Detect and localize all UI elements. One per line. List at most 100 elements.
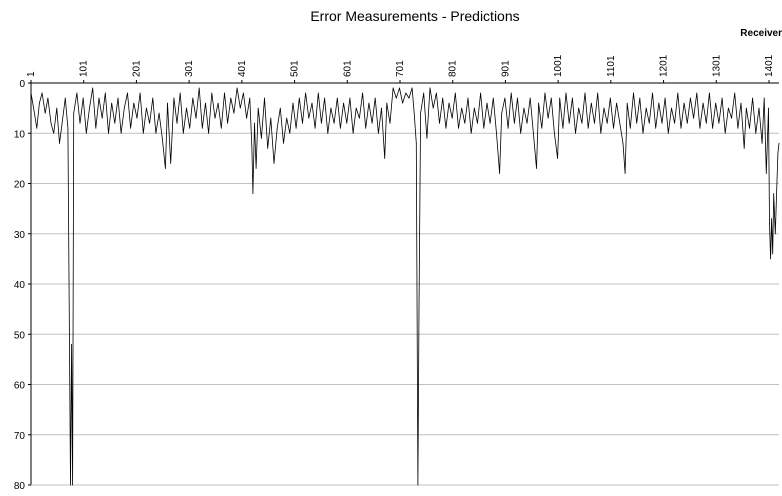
data-point xyxy=(127,92,128,94)
data-point xyxy=(705,122,707,124)
data-point xyxy=(510,92,512,94)
data-point xyxy=(182,132,184,134)
data-point xyxy=(317,92,319,94)
gridlines xyxy=(31,132,779,436)
x-tick-label: 601 xyxy=(342,60,353,77)
data-point xyxy=(267,147,269,149)
y-tick-label: 80 xyxy=(14,481,26,491)
data-point xyxy=(377,132,379,134)
data-point xyxy=(683,102,685,104)
data-point xyxy=(597,92,599,94)
data-point xyxy=(123,107,125,109)
data-point xyxy=(56,107,58,109)
data-point xyxy=(139,92,141,94)
data-point xyxy=(302,122,303,124)
data-point xyxy=(734,92,736,94)
data-point xyxy=(712,127,713,129)
data-point xyxy=(179,92,181,94)
data-point xyxy=(195,117,197,119)
data-point xyxy=(276,127,278,129)
data-point xyxy=(451,117,453,119)
data-point xyxy=(92,87,94,89)
data-point xyxy=(255,168,257,169)
data-point xyxy=(763,97,765,99)
data-point xyxy=(189,127,191,129)
data-point xyxy=(749,127,750,129)
data-point xyxy=(594,122,595,124)
data-point xyxy=(496,132,497,134)
data-point xyxy=(658,102,660,104)
data-point xyxy=(108,132,109,134)
data-point xyxy=(130,127,132,129)
y-tick-label: 70 xyxy=(14,431,26,442)
data-point xyxy=(686,122,688,124)
data-point xyxy=(311,102,313,104)
data-point xyxy=(289,132,291,134)
series-line xyxy=(30,87,780,486)
data-point xyxy=(176,122,178,124)
data-point xyxy=(79,122,81,124)
data-point xyxy=(547,117,549,119)
data-point xyxy=(489,122,491,124)
x-tick-label: 401 xyxy=(237,60,248,77)
data-point xyxy=(467,97,469,99)
data-point xyxy=(745,107,747,109)
data-point xyxy=(101,117,103,119)
data-point xyxy=(752,97,754,99)
data-point xyxy=(161,137,163,139)
x-tick-label: 901 xyxy=(500,60,511,77)
data-point xyxy=(559,97,561,99)
data-point xyxy=(243,92,244,94)
data-point xyxy=(117,97,119,99)
data-point xyxy=(761,142,763,144)
data-point xyxy=(648,122,650,124)
data-point xyxy=(740,102,742,104)
data-point xyxy=(411,87,413,89)
data-point xyxy=(772,253,774,255)
data-point xyxy=(575,132,576,134)
data-point xyxy=(167,102,168,104)
data-point xyxy=(645,107,647,109)
x-tick-label: 801 xyxy=(448,60,459,77)
data-point xyxy=(349,97,351,99)
data-point xyxy=(321,122,322,124)
data-point xyxy=(636,122,638,124)
data-point xyxy=(606,122,608,124)
data-point xyxy=(133,102,135,104)
data-point xyxy=(690,97,691,99)
data-point xyxy=(61,122,63,124)
data-point xyxy=(208,132,210,134)
data-point xyxy=(67,127,69,129)
data-point xyxy=(504,97,506,99)
data-point xyxy=(557,157,559,159)
data-point xyxy=(104,92,106,94)
data-point xyxy=(550,97,552,99)
y-tick-label: 10 xyxy=(14,129,26,140)
data-point xyxy=(755,132,757,134)
data-point xyxy=(501,112,503,114)
data-point xyxy=(709,92,710,94)
data-point xyxy=(727,107,729,109)
data-point xyxy=(279,107,281,109)
data-point xyxy=(581,122,583,124)
data-point xyxy=(71,343,72,345)
data-point xyxy=(158,112,160,114)
data-point xyxy=(336,97,338,99)
data-point xyxy=(33,107,35,109)
data-point xyxy=(619,122,621,124)
y-tick-label: 30 xyxy=(14,230,26,241)
y-tick-label: 20 xyxy=(14,180,26,191)
axes xyxy=(28,80,779,486)
data-point xyxy=(384,157,386,159)
x-tick-label: 101 xyxy=(79,60,90,77)
data-point xyxy=(499,173,501,174)
data-point xyxy=(114,122,116,124)
data-point xyxy=(778,142,780,144)
data-point xyxy=(211,92,213,94)
data-point xyxy=(674,122,676,124)
data-point xyxy=(152,97,154,99)
data-point xyxy=(47,97,49,99)
data-point xyxy=(584,92,586,94)
data-point xyxy=(136,117,138,119)
